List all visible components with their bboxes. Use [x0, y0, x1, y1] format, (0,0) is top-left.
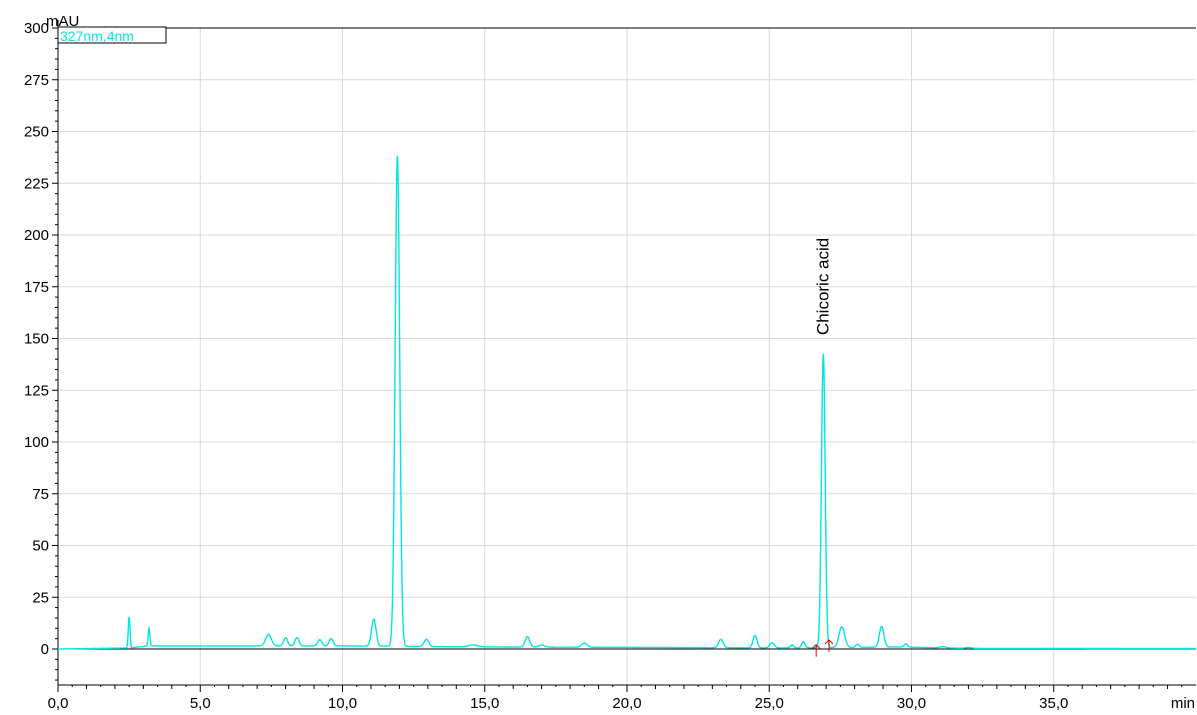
chromatogram-trace	[58, 155, 1196, 650]
y-tick-label: 125	[24, 382, 49, 399]
y-tick-label: 200	[24, 227, 49, 244]
y-tick-label: 25	[32, 589, 49, 606]
y-tick-label: 100	[24, 434, 49, 451]
legend-box	[57, 26, 167, 44]
y-tick-label: 175	[24, 279, 49, 296]
grid-lines	[58, 27, 1196, 685]
y-tick-label: 50	[32, 538, 49, 555]
x-tick-label: 20,0	[612, 695, 641, 712]
peak-annotation-label: Chicoric acid	[813, 238, 832, 335]
legend-series-label: 327nm,4nm	[60, 28, 134, 44]
x-tick-label: 10,0	[328, 695, 357, 712]
y-tick-label: 75	[32, 486, 49, 503]
x-tick-label: 15,0	[470, 695, 499, 712]
y-tick-label: 300	[24, 20, 49, 37]
x-axis-unit-label: min	[1171, 695, 1195, 712]
trace-layer	[58, 155, 1196, 650]
y-tick-label: 150	[24, 331, 49, 348]
x-tick-label: 30,0	[897, 695, 926, 712]
y-axis-unit-label: mAU	[46, 13, 79, 30]
y-tick-label: 225	[24, 175, 49, 192]
integration-marker	[811, 644, 821, 657]
x-tick-label: 0,0	[48, 695, 69, 712]
y-tick-label: 0	[41, 641, 49, 658]
x-tick-label: 35,0	[1039, 695, 1068, 712]
y-tick-label: 275	[24, 72, 49, 89]
legend: 327nm,4nm	[57, 26, 167, 44]
axes: 0 25 50 75 100 125 150 175 200 225 250 275 300 0,0 5,0…	[24, 20, 1196, 712]
x-tick-label: 25,0	[755, 695, 784, 712]
x-tick-label: 5,0	[190, 695, 211, 712]
integration-marker	[824, 639, 834, 652]
y-tick-label: 250	[24, 124, 49, 141]
annotation-layer: Chicoric acid	[811, 238, 834, 657]
